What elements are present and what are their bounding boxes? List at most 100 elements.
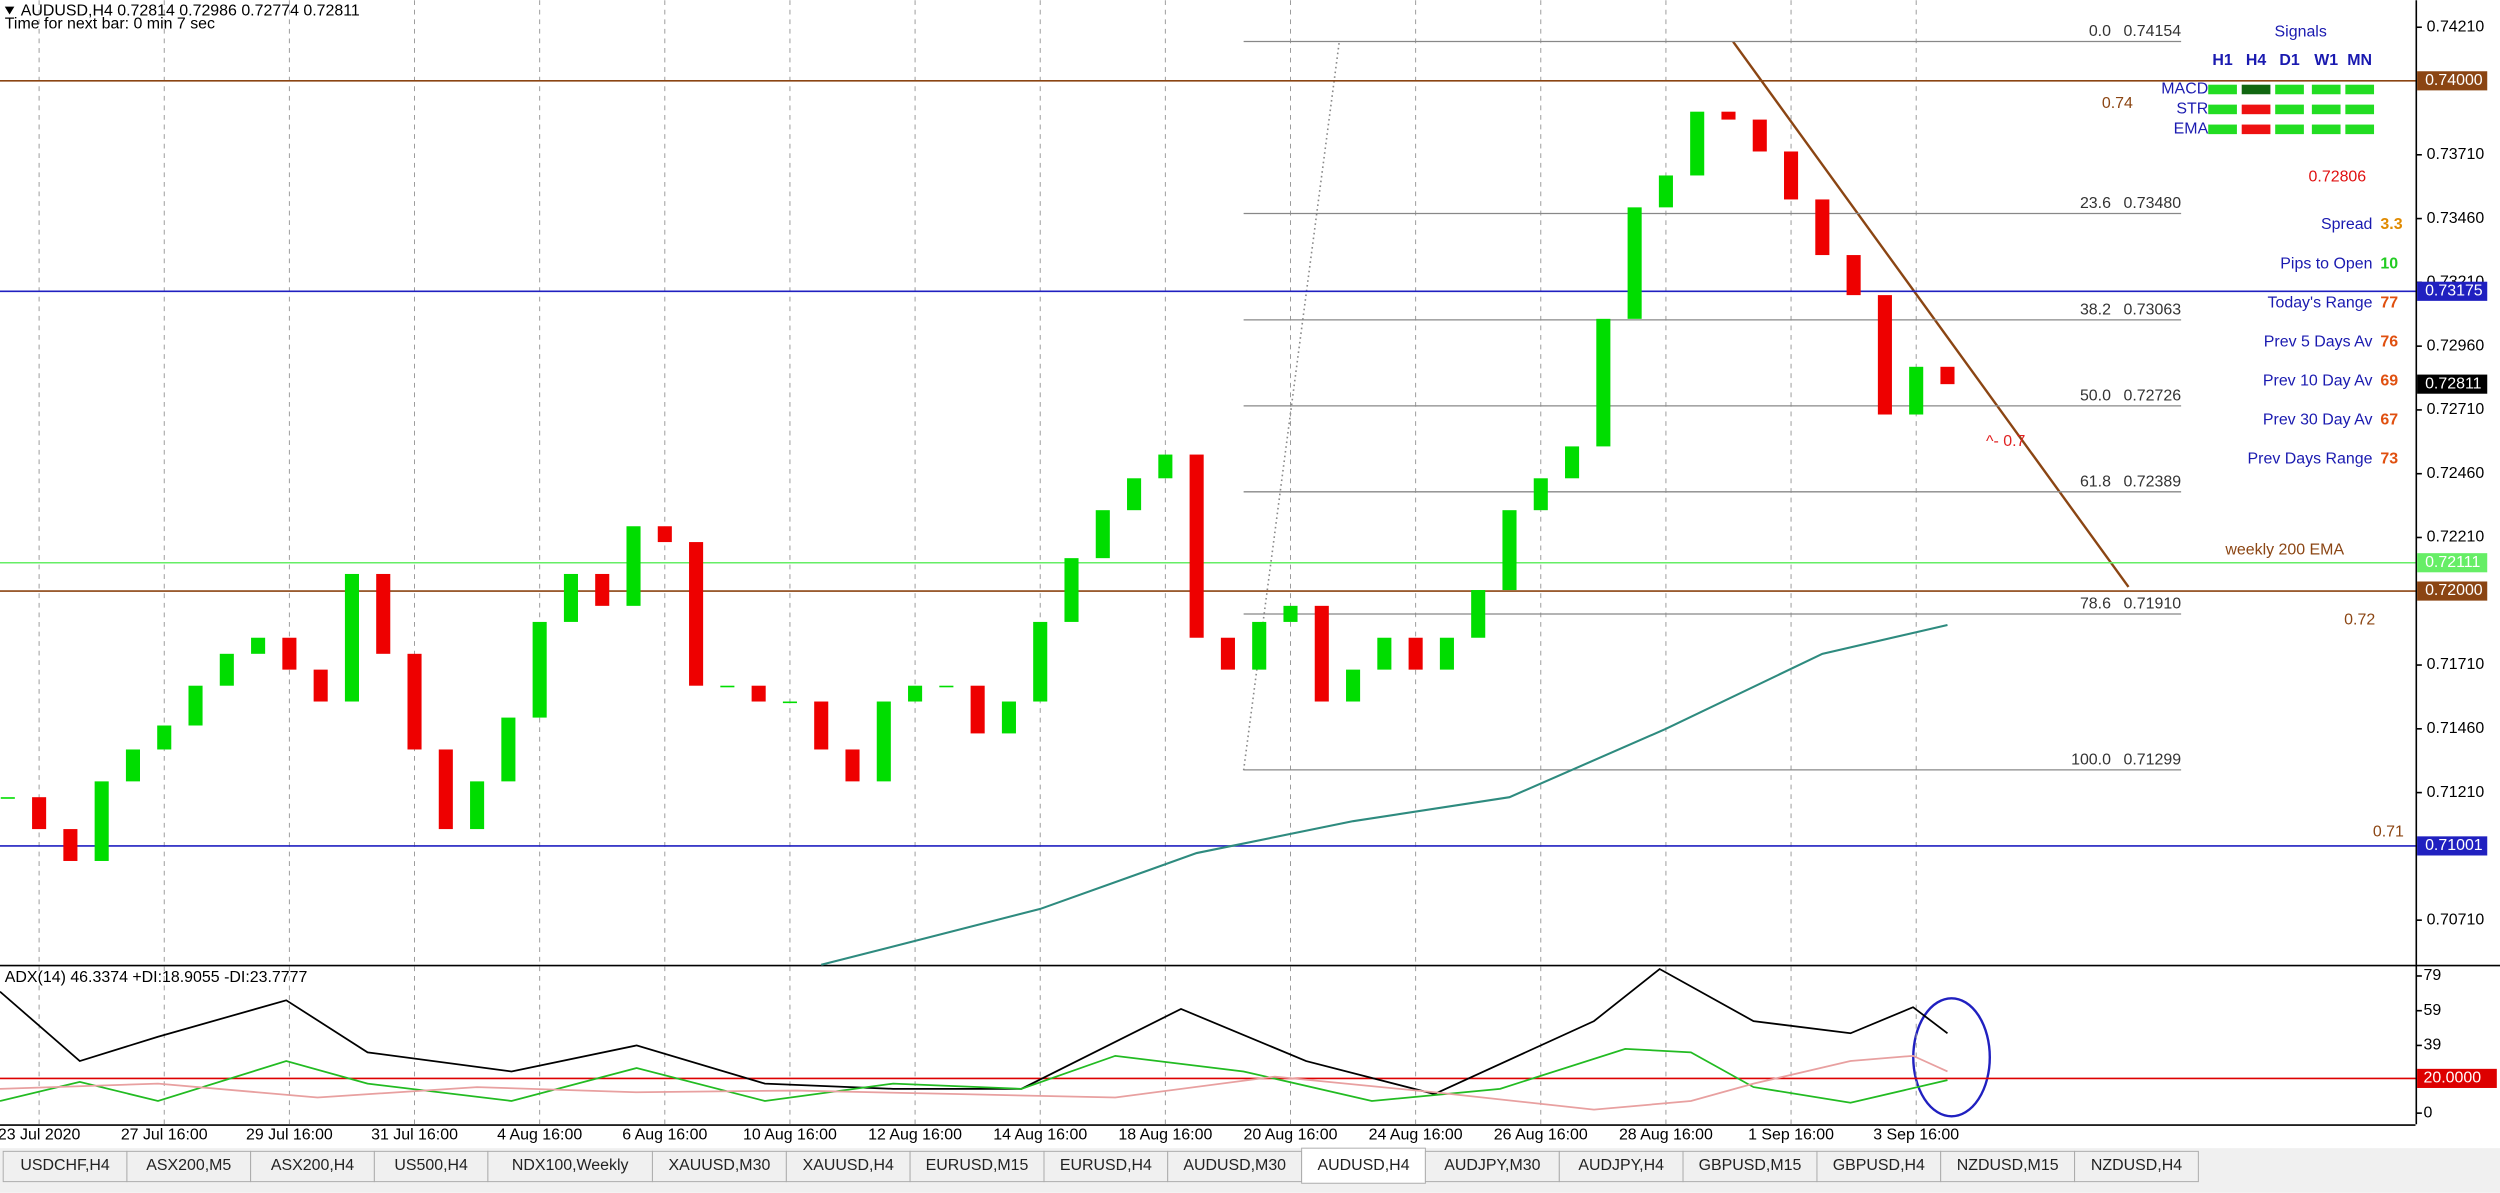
time-label: 14 Aug 16:00 [993, 1127, 1087, 1144]
annotation: weekly 200 EMA [2224, 541, 2344, 558]
candle-body [1721, 111, 1736, 120]
tab[interactable] [487, 1150, 653, 1183]
fib-price: 0.72389 [2123, 473, 2181, 490]
stat-label: Spread [2321, 216, 2372, 233]
price-label: 0.71210 [2427, 784, 2485, 801]
signal-cell [2311, 84, 2341, 95]
tab-label[interactable]: US500,H4 [394, 1157, 468, 1174]
tab[interactable] [1682, 1150, 1818, 1183]
signal-cell [2241, 124, 2271, 135]
tab[interactable] [1816, 1150, 1942, 1183]
candle-body [532, 621, 547, 718]
stat-value: 73 [2380, 451, 2398, 468]
time-label: 31 Jul 16:00 [371, 1127, 458, 1144]
fib-ratio: 0.0 [2089, 23, 2111, 40]
price-label: 0.71710 [2427, 656, 2485, 673]
tab-label[interactable]: GBPUSD,M15 [1699, 1157, 1802, 1174]
tab-label[interactable]: ASX200,M5 [146, 1157, 231, 1174]
level-box [2417, 836, 2488, 856]
tab[interactable] [373, 1150, 489, 1183]
symbol-line: AUDUSD,H4 0.72814 0.72986 0.72774 0.7281… [21, 3, 360, 20]
fib-ratio: 23.6 [2080, 195, 2111, 212]
candle-body [1283, 605, 1298, 622]
tab[interactable] [2074, 1150, 2199, 1183]
level-label: 0.72000 [2425, 582, 2483, 599]
candle-body [970, 685, 985, 734]
price-label: 0.72960 [2427, 337, 2485, 354]
price-label: 0.73710 [2427, 146, 2485, 163]
tab-label[interactable]: EURUSD,H4 [1060, 1157, 1152, 1174]
fib-price: 0.73063 [2123, 301, 2181, 318]
tab[interactable] [909, 1150, 1045, 1183]
candle-body [1940, 366, 1955, 385]
candle-body [219, 653, 234, 686]
candle-body [1377, 637, 1392, 670]
signal-cell [2311, 124, 2341, 135]
time-label: 29 Jul 16:00 [246, 1127, 333, 1144]
tab-label[interactable]: EURUSD,M15 [926, 1157, 1029, 1174]
fib-anchor-line [1242, 41, 1341, 771]
tab-label[interactable]: AUDUSD,H4 [1317, 1157, 1409, 1174]
trend-line [1732, 40, 2130, 588]
current-price-box [2417, 374, 2488, 394]
fib-ratio: 78.6 [2080, 596, 2111, 613]
candle-body [376, 573, 391, 654]
tab-label[interactable]: GBPUSD,H4 [1833, 1157, 1925, 1174]
price-label: 0.74210 [2427, 18, 2485, 35]
signal-row-label: MACD [2161, 81, 2208, 98]
candle-body [1189, 454, 1204, 638]
tab-label[interactable]: XAUUSD,M30 [668, 1157, 770, 1174]
time-label: 10 Aug 16:00 [743, 1127, 837, 1144]
candle-body [1033, 621, 1048, 702]
candle-body [470, 781, 485, 830]
tab[interactable] [1301, 1147, 1426, 1184]
level-label: 0.72111 [2425, 554, 2480, 571]
stat-label: Prev 30 Day Av [2263, 412, 2373, 429]
tab[interactable] [651, 1150, 787, 1183]
tab-label[interactable]: NDX100,Weekly [512, 1157, 629, 1174]
fib-ratio: 50.0 [2080, 387, 2111, 404]
candle-body [1690, 111, 1705, 176]
signal-cell [2208, 84, 2237, 95]
signal-column: W1 [2314, 52, 2338, 69]
tab-label[interactable]: NZDUSD,M15 [1957, 1157, 2059, 1174]
candle-body [845, 749, 860, 782]
price-label: 0.72460 [2427, 465, 2485, 482]
candle-body [0, 797, 15, 799]
tab-label[interactable]: AUDJPY,H4 [1578, 1157, 1664, 1174]
tab-label[interactable]: AUDJPY,M30 [1444, 1157, 1540, 1174]
tab-label[interactable]: ASX200,H4 [271, 1157, 354, 1174]
tab-label[interactable]: NZDUSD,H4 [2091, 1157, 2182, 1174]
candle-body [1752, 119, 1767, 152]
fib-ratio: 38.2 [2080, 301, 2111, 318]
annotation: 0.74 [2102, 95, 2133, 112]
signal-cell [2275, 104, 2304, 115]
tab[interactable] [785, 1150, 911, 1183]
time-label: 18 Aug 16:00 [1118, 1127, 1212, 1144]
signal-column: H4 [2246, 52, 2267, 69]
level-label: 0.71001 [2425, 837, 2483, 854]
tab[interactable] [250, 1150, 375, 1183]
tab-label[interactable]: AUDUSD,M30 [1183, 1157, 1286, 1174]
candle-body [1627, 207, 1642, 319]
candle-body [908, 685, 923, 702]
tab[interactable] [1043, 1150, 1169, 1183]
tab-label[interactable]: USDCHF,H4 [20, 1157, 110, 1174]
signal-row-label: EMA [2174, 121, 2209, 138]
candle-body [63, 829, 78, 861]
candle-body [94, 781, 109, 861]
tab[interactable] [1558, 1150, 1684, 1183]
candle-body [1533, 478, 1548, 511]
candle-body [125, 749, 140, 782]
candle-body [1565, 446, 1580, 479]
candle-body [1784, 151, 1799, 200]
level-label: 0.74000 [2425, 72, 2483, 89]
fib-price: 0.71299 [2123, 752, 2181, 769]
candle-body [501, 717, 516, 782]
fib-price: 0.73480 [2123, 195, 2181, 212]
candle-body [1502, 510, 1517, 591]
tab-label[interactable]: XAUUSD,H4 [803, 1157, 894, 1174]
time-label: 3 Sep 16:00 [1873, 1127, 1959, 1144]
tab[interactable] [126, 1150, 252, 1183]
